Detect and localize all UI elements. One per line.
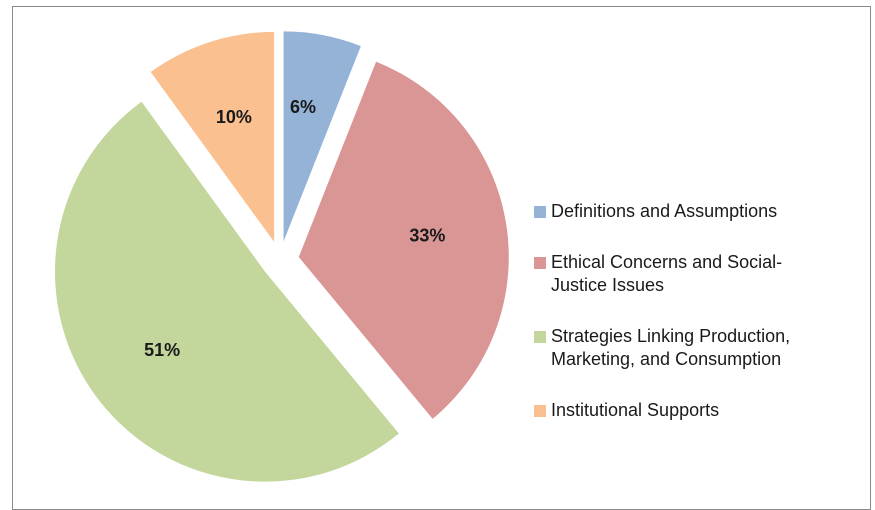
pie-slice — [54, 101, 399, 482]
slice-data-label: 33% — [409, 225, 445, 245]
pie-slice — [298, 61, 509, 419]
legend-label: Ethical Concerns and Social-Justice Issu… — [551, 252, 782, 295]
pie-slice — [150, 31, 275, 242]
pie-slice — [283, 31, 361, 242]
slice-data-label: 6% — [290, 97, 316, 117]
legend-label: Strategies Linking Production, Marketing,… — [551, 326, 790, 369]
slice-data-label: 10% — [216, 107, 252, 127]
legend-swatch — [534, 206, 546, 218]
legend-swatch — [534, 257, 546, 269]
legend-swatch — [534, 331, 546, 343]
legend-swatch — [534, 405, 546, 417]
legend-label: Definitions and Assumptions — [551, 201, 777, 221]
legend-label: Institutional Supports — [551, 400, 719, 420]
slice-data-label: 51% — [144, 340, 180, 360]
